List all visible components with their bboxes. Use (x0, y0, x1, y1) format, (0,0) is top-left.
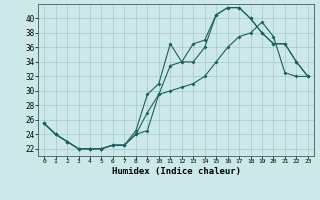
X-axis label: Humidex (Indice chaleur): Humidex (Indice chaleur) (111, 167, 241, 176)
